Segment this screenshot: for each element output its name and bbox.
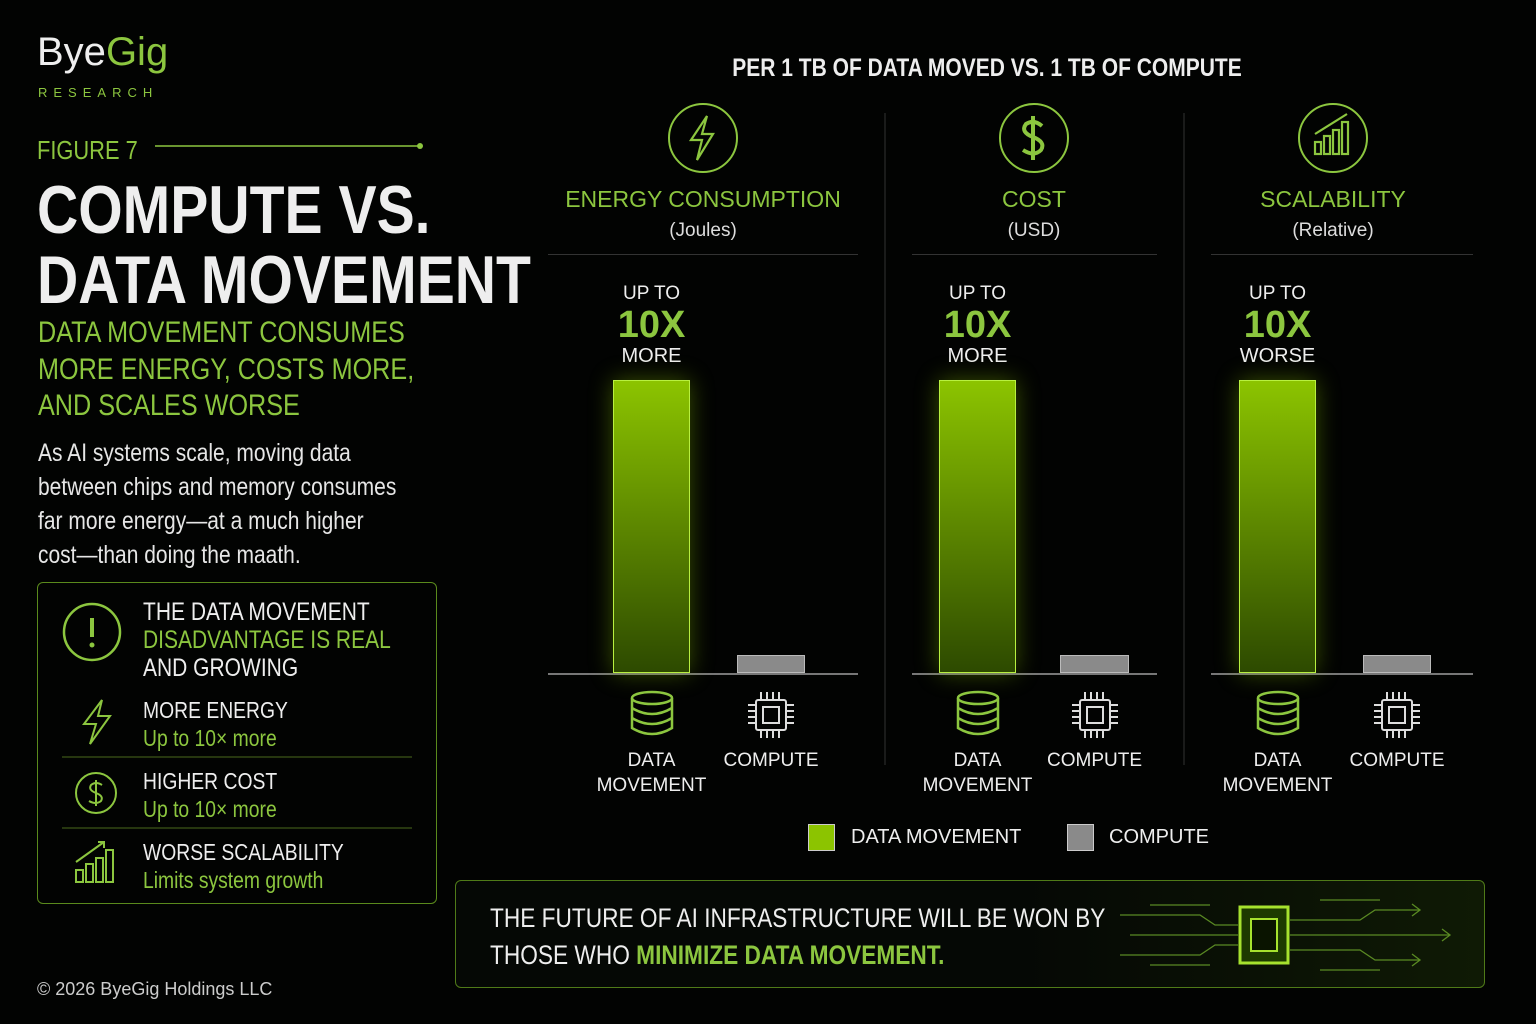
item-detail: Limits system growth xyxy=(143,867,324,893)
body-line: between chips and memory consumes xyxy=(38,473,397,501)
banner xyxy=(455,880,1485,988)
chip-icon xyxy=(1071,692,1118,738)
bar xyxy=(939,380,1016,673)
item-detail: Up to 10× more xyxy=(143,796,277,822)
brand-a: Bye xyxy=(37,30,106,74)
callout-head: THE DATA MOVEMENT DISADVANTAGE IS REAL AND… xyxy=(143,598,391,682)
annotation: MORE xyxy=(621,345,682,367)
rule xyxy=(548,254,858,255)
title-line: DATA MOVEMENT xyxy=(37,242,531,318)
brand: ByeGig xyxy=(37,30,168,75)
bar xyxy=(737,655,805,673)
tagline: RESEARCH xyxy=(38,85,159,100)
database-icon xyxy=(956,690,999,736)
body-line: As AI systems scale, moving data xyxy=(38,439,351,467)
chart-heading-wrap: PER 1 TB OF DATA MOVED VS. 1 TB OF COMPU… xyxy=(684,54,1291,83)
rule xyxy=(1211,254,1473,255)
subtitle-line: AND SCALES WORSE xyxy=(38,389,300,422)
panel-title: COST xyxy=(1002,186,1066,212)
bar xyxy=(613,380,690,673)
panel-icon xyxy=(668,103,738,173)
panel-subtitle: (Joules) xyxy=(669,220,737,241)
item-detail: Up to 10× more xyxy=(143,725,277,751)
callout-line: DISADVANTAGE IS REAL xyxy=(143,626,391,654)
panel-icon xyxy=(1298,103,1368,173)
category-label: COMPUTE xyxy=(1047,750,1142,771)
legend-swatch xyxy=(1067,824,1094,851)
annotation: 10X xyxy=(617,304,686,346)
category-label: DATA MOVEMENT xyxy=(922,750,1033,796)
baseline xyxy=(1211,673,1473,675)
callout-item: HIGHER COST Up to 10× more xyxy=(143,767,277,823)
callout-line: AND GROWING xyxy=(143,654,299,682)
panel-icon xyxy=(999,103,1069,173)
body-line: far more energy—at a much higher xyxy=(38,507,364,535)
annotation: MORE xyxy=(947,345,1008,367)
annotation: 10X xyxy=(1243,304,1312,346)
chip-icon xyxy=(1374,692,1420,738)
item-title: HIGHER COST xyxy=(143,768,278,794)
bar xyxy=(1060,655,1129,673)
annotation: UP TO xyxy=(622,283,681,304)
body-line: cost—than doing the maath. xyxy=(38,541,301,569)
annotation: WORSE xyxy=(1239,345,1316,367)
subtitle-line: DATA MOVEMENT CONSUMES xyxy=(38,316,405,349)
banner-line: THOSE WHO xyxy=(490,940,630,970)
category-label: DATA MOVEMENT xyxy=(596,750,707,796)
annotation: UP TO xyxy=(1248,283,1307,304)
category-label: COMPUTE xyxy=(1349,750,1445,771)
baseline xyxy=(912,673,1157,675)
annotation: 10X xyxy=(943,304,1012,346)
panel-title: SCALABILITY xyxy=(1260,186,1406,212)
copyright: © 2026 ByeGig Holdings LLC xyxy=(37,979,273,999)
callout-box xyxy=(37,582,437,904)
rule xyxy=(155,143,423,149)
body: As AI systems scale, moving data between … xyxy=(38,436,396,572)
banner-line: THE FUTURE OF AI INFRASTRUCTURE WILL BE … xyxy=(490,903,1106,933)
legend-label: COMPUTE xyxy=(1109,826,1209,848)
legend-label: DATA MOVEMENT xyxy=(851,826,1022,848)
panel-subtitle: (Relative) xyxy=(1292,220,1374,241)
rule xyxy=(912,254,1157,255)
callout-item: MORE ENERGY Up to 10× more xyxy=(143,696,288,752)
scale-icon xyxy=(75,841,114,883)
panel-title: ENERGY CONSUMPTION xyxy=(565,186,841,212)
legend-swatch xyxy=(808,824,835,851)
subtitle: DATA MOVEMENT CONSUMES MORE ENERGY, COSTS… xyxy=(38,315,414,425)
banner-text: THE FUTURE OF AI INFRASTRUCTURE WILL BE … xyxy=(490,900,1105,974)
alert-icon xyxy=(62,602,122,662)
chip-graphic xyxy=(1120,899,1452,971)
chart-heading: PER 1 TB OF DATA MOVED VS. 1 TB OF COMPU… xyxy=(732,54,1242,82)
bar xyxy=(1363,655,1431,673)
banner-highlight: MINIMIZE DATA MOVEMENT. xyxy=(636,940,945,970)
bar xyxy=(1239,380,1316,673)
callout-item: WORSE SCALABILITY Limits system growth xyxy=(143,838,344,894)
callout-line: THE DATA MOVEMENT xyxy=(143,598,370,626)
title: COMPUTE VS. DATA MOVEMENT xyxy=(37,175,531,315)
baseline xyxy=(548,673,858,675)
database-icon xyxy=(1256,690,1299,736)
brand-b: Gig xyxy=(105,30,169,74)
category-label: DATA MOVEMENT xyxy=(1222,750,1333,796)
dividers xyxy=(884,113,1185,765)
figure-label: FIGURE 7 xyxy=(37,135,138,165)
annotation: UP TO xyxy=(948,283,1007,304)
energy-icon xyxy=(82,699,112,745)
subtitle-line: MORE ENERGY, COSTS MORE, xyxy=(38,352,415,386)
title-line: COMPUTE VS. xyxy=(37,172,431,248)
category-label: COMPUTE xyxy=(723,750,819,771)
item-title: MORE ENERGY xyxy=(143,697,288,723)
panel-subtitle: (USD) xyxy=(1007,220,1061,241)
chip-icon xyxy=(748,692,794,738)
cost-icon xyxy=(75,772,117,814)
database-icon xyxy=(630,690,673,736)
item-title: WORSE SCALABILITY xyxy=(143,839,344,865)
callout-dividers xyxy=(62,756,412,829)
